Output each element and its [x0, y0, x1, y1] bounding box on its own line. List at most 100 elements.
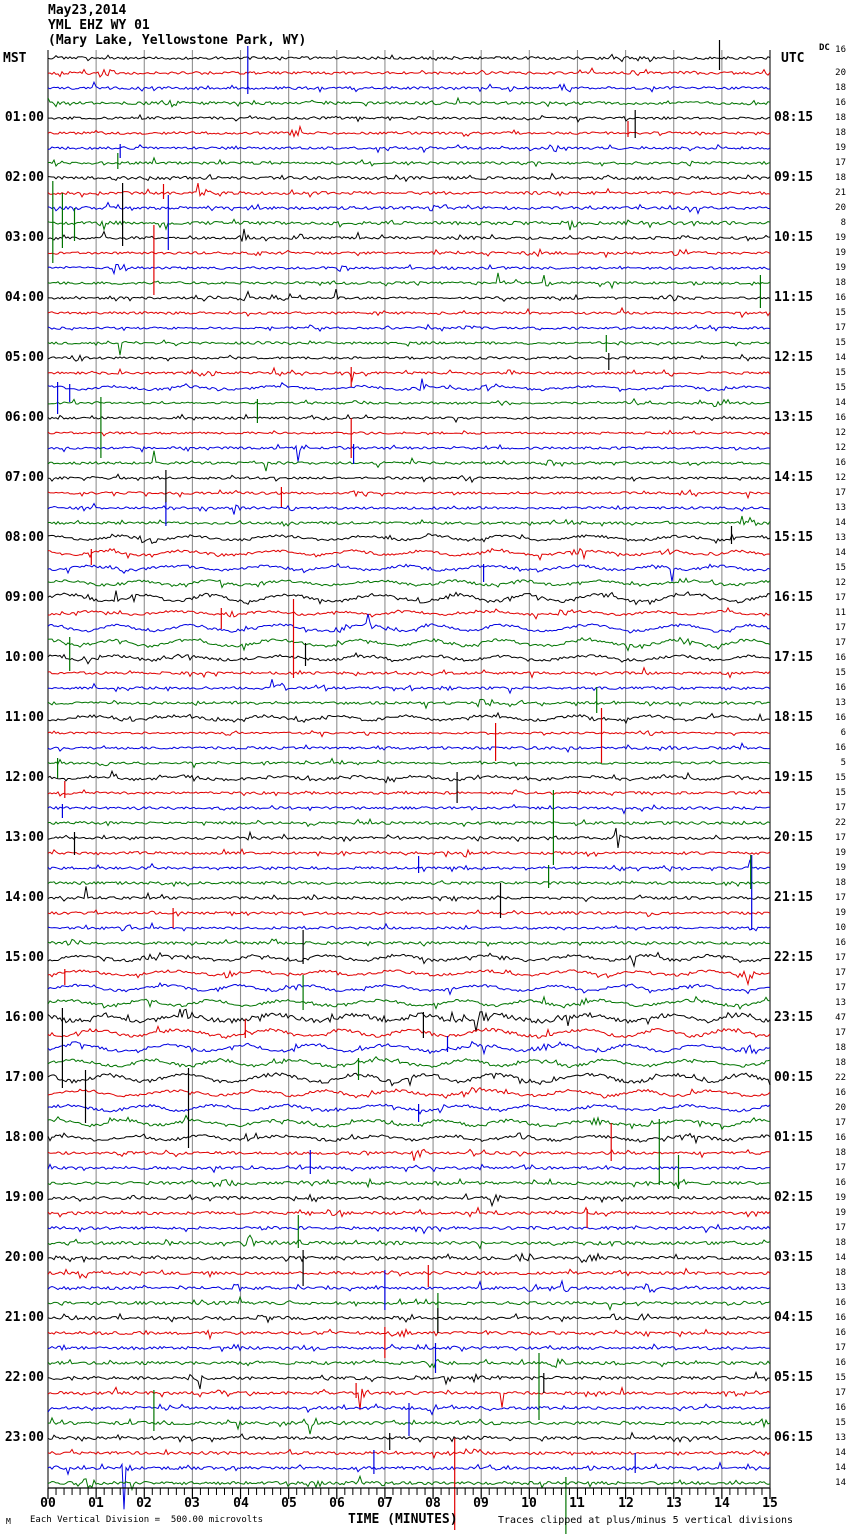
minute-grid	[47, 50, 771, 1488]
dc-value: 14	[835, 1448, 846, 1458]
trace-row	[47, 1461, 771, 1510]
utc-hour-label: 00:15	[774, 1070, 814, 1085]
x-tick-label: 13	[666, 1496, 682, 1511]
dc-value: 14	[835, 1463, 846, 1473]
dc-value: 22	[835, 818, 846, 828]
mst-hour-label: 08:00	[4, 530, 44, 545]
dc-value: 13	[835, 1433, 846, 1443]
x-tick-label: 05	[281, 1496, 297, 1511]
dc-value: 11	[835, 608, 846, 618]
trace-row	[47, 1312, 771, 1324]
minute-axis	[47, 1487, 771, 1499]
trace-row	[47, 263, 771, 276]
utc-hour-label: 01:15	[774, 1130, 814, 1145]
dc-value: 14	[835, 353, 846, 363]
mst-hour-label: 19:00	[4, 1190, 44, 1205]
trace-row	[47, 143, 771, 154]
dc-value: 13	[835, 533, 846, 543]
trace-row	[47, 450, 771, 472]
trace-row	[47, 1295, 771, 1311]
trace-row	[47, 938, 771, 947]
dc-value: 19	[835, 248, 846, 258]
x-tick-label: 07	[377, 1496, 393, 1511]
dc-value: 13	[835, 698, 846, 708]
x-tick-label: 04	[233, 1496, 249, 1511]
dc-column-label: DC	[819, 43, 830, 53]
trace-row	[47, 1474, 771, 1492]
trace-row	[47, 666, 771, 679]
trace-row	[47, 378, 771, 393]
trace-row	[47, 1056, 771, 1069]
trace-row	[47, 413, 771, 424]
trace-row	[47, 1252, 771, 1264]
dc-value: 19	[835, 233, 846, 243]
trace-row	[47, 228, 771, 242]
trace-row	[47, 817, 771, 828]
dc-value: 15	[835, 668, 846, 678]
trace-row	[47, 982, 771, 996]
mst-hour-label: 09:00	[4, 590, 44, 605]
dc-value: 5	[840, 758, 846, 768]
event-spikes	[52, 40, 762, 1534]
trace-row	[47, 515, 771, 527]
trace-row	[47, 651, 771, 665]
trace-row	[47, 306, 771, 319]
dc-value: 18	[835, 278, 846, 288]
dc-value: 17	[835, 1343, 846, 1353]
utc-hour-label: 02:15	[774, 1190, 814, 1205]
dc-value: 22	[835, 1073, 846, 1083]
mst-hour-label: 18:00	[4, 1130, 44, 1145]
mst-hour-label: 20:00	[4, 1250, 44, 1265]
dc-value: 15	[835, 368, 846, 378]
trace-row	[47, 757, 771, 769]
dc-value: 16	[835, 743, 846, 753]
mst-hour-label: 23:00	[4, 1430, 44, 1445]
trace-row	[47, 124, 771, 138]
x-tick-label: 01	[88, 1496, 104, 1511]
dc-value: 20	[835, 68, 846, 78]
trace-row	[47, 1008, 771, 1032]
dc-value: 14	[835, 1253, 846, 1263]
dc-value: 17	[835, 983, 846, 993]
trace-row	[47, 859, 771, 873]
trace-row	[47, 1114, 771, 1131]
dc-value: 18	[835, 1043, 846, 1053]
trace-row	[47, 590, 771, 606]
dc-value: 18	[835, 1238, 846, 1248]
dc-value: 18	[835, 83, 846, 93]
footer-scale-note: Each Vertical Division = 500.00 microvol…	[30, 1515, 263, 1525]
title-station: YML EHZ WY 01	[48, 18, 150, 33]
trace-row	[47, 429, 771, 437]
dc-value: 16	[835, 293, 846, 303]
dc-value: 17	[835, 833, 846, 843]
dc-value: 14	[835, 1478, 846, 1488]
dc-value: 18	[835, 173, 846, 183]
dc-value: 47	[835, 1013, 846, 1023]
x-tick-label: 03	[184, 1496, 200, 1511]
dc-value: 17	[835, 803, 846, 813]
trace-row	[48, 113, 771, 123]
dc-value: 16	[835, 98, 846, 108]
dc-value: 13	[835, 1283, 846, 1293]
dc-value: 6	[840, 728, 846, 738]
dc-value: 12	[835, 428, 846, 438]
trace-row	[47, 366, 771, 383]
dc-value: 17	[835, 1028, 846, 1038]
trace-row	[47, 80, 771, 93]
x-tick-label: 09	[473, 1496, 489, 1511]
dc-value: 17	[835, 158, 846, 168]
dc-value: 18	[835, 1058, 846, 1068]
mst-hour-label: 22:00	[4, 1370, 44, 1385]
mst-hour-label: 16:00	[4, 1010, 44, 1025]
trace-row	[47, 1448, 771, 1460]
trace-row	[47, 909, 771, 918]
x-tick-label: 02	[136, 1496, 152, 1511]
dc-value: 12	[835, 443, 846, 453]
dc-value: 12	[835, 578, 846, 588]
mst-hour-label: 13:00	[4, 830, 44, 845]
trace-row	[47, 1163, 771, 1174]
trace-row	[47, 1192, 771, 1208]
dc-value: 18	[835, 113, 846, 123]
dc-value: 15	[835, 563, 846, 573]
dc-value: 15	[835, 1373, 846, 1383]
